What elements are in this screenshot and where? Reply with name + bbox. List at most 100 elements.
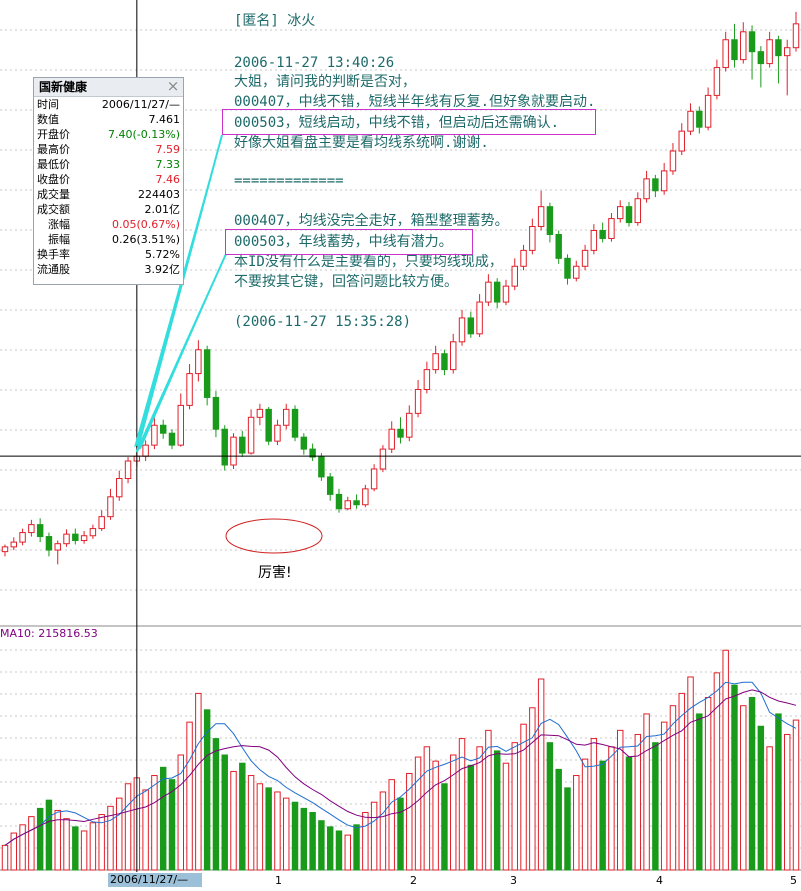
candle-body	[740, 31, 747, 61]
volume-bar	[590, 738, 598, 871]
volume-bar	[388, 779, 395, 871]
candle-body	[625, 206, 633, 224]
candle-body	[792, 23, 800, 49]
date-axis-label: 2006/11/27/—	[108, 873, 202, 887]
candle-body	[212, 396, 220, 430]
question-line-2: 000407，中线不错，短线半年线有反复.但好象就要启动.	[234, 94, 596, 110]
candle-body	[748, 31, 756, 53]
candle-body	[775, 39, 782, 57]
candle-body	[274, 424, 281, 442]
info-row: 最高价 7.59	[34, 142, 183, 157]
info-panel[interactable]: 国新健康 × 时间 2006/11/27/— 数值 7.461 开盘价 7.40(-0.1…	[33, 77, 184, 285]
close-icon[interactable]: ×	[166, 77, 180, 95]
volume-bar	[748, 697, 756, 871]
candle-body	[783, 47, 791, 57]
volume-bar	[406, 772, 413, 871]
volume-bar	[326, 826, 334, 871]
info-row-label: 收盘价	[37, 173, 70, 186]
candle-body	[467, 317, 475, 335]
candle-body	[63, 533, 70, 545]
candle-body	[669, 150, 677, 172]
candle-body	[124, 460, 132, 480]
answer-line-1: 000407，均线没完全走好，箱型整理蓄势。	[234, 213, 509, 229]
candle-body	[458, 317, 466, 343]
candle-body	[89, 528, 97, 537]
candle-body	[660, 170, 668, 192]
x-tick: 2	[410, 874, 417, 887]
candle-body	[186, 373, 193, 406]
candle-body	[397, 428, 404, 438]
highlight-ellipse	[225, 518, 323, 554]
candle-body	[177, 404, 185, 446]
candle-body	[80, 535, 88, 542]
volume-bar	[467, 764, 475, 871]
candle-body	[203, 349, 211, 398]
info-row: 最低价 7.33	[34, 157, 183, 172]
volume-bar	[731, 684, 738, 871]
info-row: 振幅 0.26(3.51%)	[34, 232, 183, 247]
candle-body	[414, 388, 422, 414]
volume-bar	[634, 733, 642, 871]
x-tick: 3	[510, 874, 517, 887]
volume-bar	[335, 830, 343, 871]
info-panel-title[interactable]: 国新健康 ×	[34, 78, 183, 97]
volume-bar	[537, 678, 545, 871]
info-row-value: 224403	[138, 188, 180, 201]
candle-body	[370, 468, 378, 490]
candle-body	[326, 476, 334, 495]
volume-bar	[502, 762, 510, 871]
candle-body	[643, 178, 650, 200]
info-rows: 时间 2006/11/27/— 数值 7.461 开盘价 7.40(-0.13%) 最高价 7…	[34, 97, 183, 277]
question-time: 2006-11-27 13:40:26	[234, 55, 395, 71]
candle-body	[379, 448, 387, 470]
volume-bar	[45, 799, 53, 871]
candle-body	[362, 488, 369, 506]
candle-body	[652, 178, 659, 192]
volume-bar	[414, 756, 422, 871]
volume-bar	[300, 807, 308, 871]
volume-bar	[757, 725, 765, 871]
volume-bar	[423, 746, 431, 871]
candle-body	[353, 500, 360, 506]
candle-body	[230, 436, 237, 466]
volume-bar	[247, 775, 255, 871]
candle-body	[406, 412, 413, 438]
volume-bar	[616, 729, 624, 871]
volume-bar	[283, 797, 290, 871]
highlight-box-question	[222, 109, 596, 135]
stock-name: 国新健康	[39, 80, 88, 94]
candle-body	[731, 39, 738, 61]
candle-body	[634, 198, 642, 224]
candle-body	[722, 39, 729, 69]
candle-body	[713, 67, 721, 96]
volume-bar	[256, 783, 264, 871]
info-row-label: 振幅	[48, 233, 70, 246]
volume-bar	[775, 713, 782, 871]
volume-bar	[704, 697, 712, 871]
volume-bar	[124, 783, 132, 871]
candle-body	[616, 206, 624, 220]
volume-bar	[441, 783, 448, 871]
candle-body	[450, 341, 457, 371]
info-row-value: 7.59	[155, 143, 181, 156]
candle-body	[45, 536, 53, 551]
candle-body	[265, 408, 272, 442]
info-row-value: 2.01亿	[144, 203, 181, 216]
answer-line-3: 本ID没有什么是主要看的，只要均线现成，	[234, 254, 503, 270]
volume-bar	[379, 791, 387, 871]
volume-bar	[722, 649, 729, 871]
volume-bar	[116, 797, 123, 871]
candle-body	[309, 448, 316, 458]
pointer-line	[135, 134, 223, 453]
info-row: 数值 7.461	[34, 112, 183, 127]
candle-body	[520, 249, 527, 267]
info-row: 开盘价 7.40(-0.13%)	[34, 127, 183, 142]
volume-bar	[239, 762, 246, 871]
candle-body	[256, 408, 264, 418]
volume-bar	[713, 672, 721, 871]
answer-line-2: 000503，年线蓄势，中线有潜力。	[234, 234, 453, 250]
volume-bar	[274, 791, 281, 871]
candle-body	[239, 436, 246, 454]
volume-bar	[581, 758, 589, 871]
